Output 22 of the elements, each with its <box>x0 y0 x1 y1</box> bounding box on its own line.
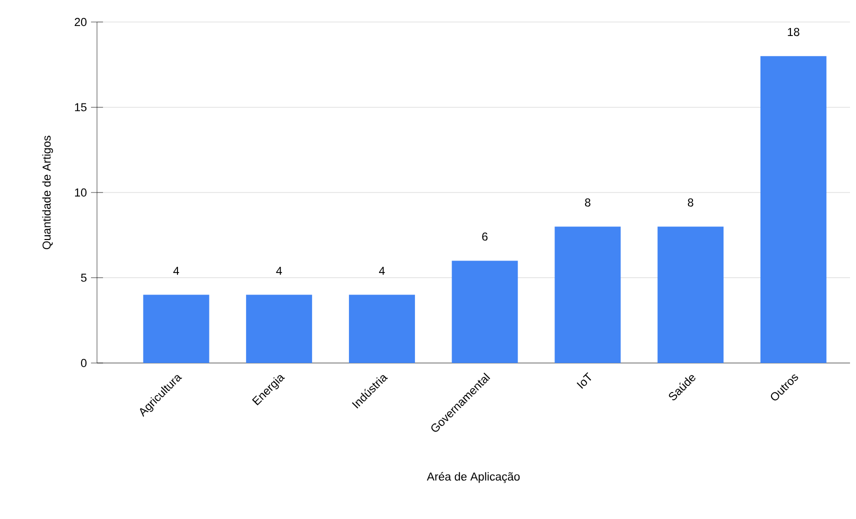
y-tick-label: 15 <box>75 103 86 112</box>
bar <box>554 226 621 363</box>
data-label: 4 <box>379 266 385 275</box>
bar <box>760 56 826 363</box>
y-tick-label: 20 <box>74 18 87 26</box>
y-tick-label: 10 <box>75 188 87 197</box>
data-label: 6 <box>482 232 488 241</box>
bar <box>246 294 312 363</box>
y-tick-label: 5 <box>81 274 86 282</box>
bar <box>348 294 415 363</box>
bar <box>452 260 518 363</box>
bar <box>143 294 210 363</box>
x-tick-label: IoT <box>576 372 592 389</box>
bar <box>658 226 724 363</box>
data-label: 8 <box>688 198 694 207</box>
x-axis-title: Aréa de Aplicação <box>426 472 520 483</box>
y-tick-label: 0 <box>81 358 87 368</box>
data-label: 18 <box>788 28 800 36</box>
data-label: 4 <box>276 266 282 275</box>
y-axis-title: Quantidade de Artigos <box>42 136 53 250</box>
data-label: 8 <box>584 198 590 207</box>
data-label: 4 <box>173 266 180 275</box>
